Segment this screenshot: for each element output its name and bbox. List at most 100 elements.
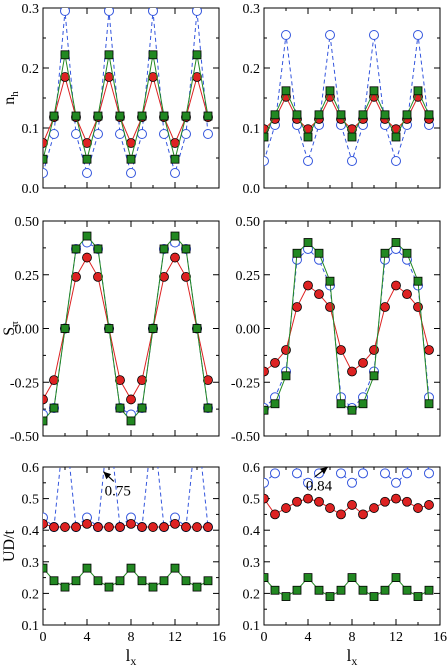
data-point-square	[126, 416, 136, 426]
y-tick-label: 0.0	[22, 182, 40, 197]
x-tick-label: 4	[84, 630, 91, 645]
x-axis-label: lx	[347, 646, 358, 667]
data-point-square	[49, 111, 59, 121]
x-tick-label: 4	[305, 630, 312, 645]
data-point-filled-circle	[303, 280, 313, 291]
y-tick-label: 0.1	[243, 619, 261, 634]
data-point-open-circle	[402, 468, 412, 479]
data-point-filled-circle	[170, 518, 180, 529]
y-tick-label: 0.4	[22, 524, 40, 539]
data-point-square	[93, 111, 103, 121]
annotation-arrowhead	[103, 471, 112, 480]
data-point-square	[314, 248, 324, 258]
y-tick-label: 0.25	[15, 269, 40, 284]
data-point-square	[358, 399, 368, 409]
data-point-open-circle	[148, 8, 158, 16]
y-tick-label: 0.5	[22, 493, 40, 508]
data-point-filled-circle	[336, 509, 346, 520]
series-line-1	[264, 498, 430, 516]
data-point-open-circle	[369, 30, 379, 40]
data-point-square	[71, 576, 81, 586]
data-point-square	[43, 416, 48, 426]
series-line-0	[264, 467, 430, 484]
series-line-0	[43, 467, 209, 529]
data-point-square	[347, 573, 357, 582]
data-point-filled-circle	[192, 522, 202, 532]
series-line-2	[43, 235, 209, 422]
data-point-open-circle	[93, 129, 103, 139]
y-tick-label: 0.5	[243, 493, 261, 508]
data-point-square	[203, 576, 213, 586]
data-point-filled-circle	[148, 72, 158, 82]
series-line-2	[43, 567, 209, 588]
data-point-square	[380, 110, 390, 120]
data-point-square	[358, 110, 368, 120]
data-point-filled-circle	[104, 72, 114, 82]
panel-2: -0.50 -0.25 0.00 0.25 0.50 Sπ	[1, 215, 220, 445]
data-point-filled-circle	[264, 366, 269, 377]
data-point-filled-circle	[413, 302, 423, 312]
data-point-square	[303, 132, 313, 142]
data-point-square	[93, 244, 103, 254]
data-point-filled-circle	[380, 496, 390, 507]
series-line-2	[264, 241, 430, 411]
data-point-square	[424, 110, 434, 120]
y-tick-label: 0.3	[22, 2, 40, 17]
data-point-square	[391, 573, 401, 582]
data-point-filled-circle	[71, 271, 81, 282]
data-point-filled-circle	[391, 493, 401, 504]
data-point-filled-circle	[391, 280, 401, 291]
data-point-filled-circle	[159, 271, 169, 282]
data-point-square	[49, 576, 59, 586]
data-point-open-circle	[43, 168, 48, 178]
data-point-square	[369, 371, 379, 381]
series-line-1	[43, 75, 209, 145]
data-point-open-circle	[192, 8, 202, 16]
data-point-square	[380, 585, 390, 595]
data-point-filled-circle	[336, 345, 346, 355]
data-point-open-circle	[391, 477, 401, 488]
y-tick-label: 0.3	[22, 556, 40, 571]
annotation-label: 0.75	[105, 483, 131, 499]
data-point-open-circle	[380, 468, 390, 479]
data-point-filled-circle	[424, 345, 434, 355]
data-point-square	[148, 50, 158, 60]
data-point-filled-circle	[93, 522, 103, 532]
data-point-filled-circle	[192, 72, 202, 82]
data-point-square	[314, 110, 324, 120]
annotation-label: 0.84	[306, 479, 333, 495]
data-point-open-circle	[303, 477, 313, 488]
y-tick-label: 0.3	[243, 2, 261, 17]
plot-frame	[42, 466, 220, 626]
data-point-square	[82, 154, 92, 164]
y-tick-label: 0.1	[243, 122, 261, 137]
data-point-open-circle	[264, 477, 269, 488]
x-axis-label: lx	[126, 646, 137, 667]
y-tick-label: 0.1	[22, 122, 40, 137]
data-point-filled-circle	[270, 509, 280, 520]
data-point-square	[115, 403, 125, 413]
data-point-square	[115, 111, 125, 121]
data-point-square	[281, 592, 291, 601]
data-point-open-circle	[61, 415, 70, 424]
data-point-square	[336, 110, 346, 120]
data-point-square	[347, 405, 357, 415]
data-point-square	[270, 399, 280, 409]
data-point-filled-circle	[402, 496, 412, 507]
y-tick-label: 0.4	[243, 524, 261, 539]
y-tick-label: 0.2	[243, 587, 261, 602]
y-tick-label: 0.6	[22, 461, 40, 476]
data-point-square	[181, 111, 191, 121]
data-point-square	[292, 585, 302, 595]
data-point-square	[380, 248, 390, 258]
data-point-square	[264, 573, 269, 582]
data-point-square	[192, 324, 202, 333]
annotation-arrowhead	[319, 467, 328, 475]
data-point-filled-circle	[281, 503, 291, 513]
data-point-open-circle	[281, 30, 291, 40]
data-point-square	[336, 585, 346, 595]
data-point-filled-circle	[159, 522, 169, 532]
data-point-square	[203, 111, 213, 121]
data-point-open-circle	[391, 156, 401, 166]
data-point-filled-circle	[170, 252, 180, 263]
